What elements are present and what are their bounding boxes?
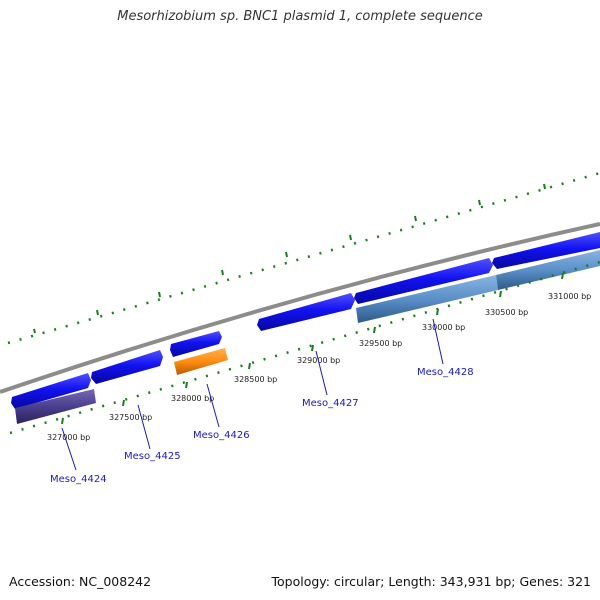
scale-label: 329500 bp [359, 339, 402, 348]
gene-label-meso-4424[interactable]: Meso_4424 [50, 474, 107, 485]
gene-label-meso-4428[interactable]: Meso_4428 [417, 367, 474, 378]
gene-label-meso-4427[interactable]: Meso_4427 [302, 398, 359, 409]
cds-track [11, 232, 600, 409]
scale-major-tick [122, 399, 125, 407]
gene-box-meso-4424[interactable] [15, 389, 96, 424]
scale-major-tick [248, 362, 251, 370]
scale-label: 330000 bp [422, 323, 465, 332]
callout-line [432, 318, 444, 365]
upper-major-tick [33, 328, 36, 334]
upper-major-tick [349, 234, 352, 241]
cds-arrow [11, 373, 91, 409]
scale-major-tick [436, 308, 439, 316]
scale-label: 331000 bp [548, 292, 591, 301]
cds-arrow [257, 293, 355, 331]
scale-major-tick [499, 290, 502, 298]
callout-line [137, 404, 151, 450]
upper-major-tick [158, 291, 161, 298]
upper-major-tick [96, 309, 99, 316]
backbone-line [0, 222, 600, 394]
scale-track [9, 260, 600, 435]
gene-label-meso-4426[interactable]: Meso_4426 [193, 430, 250, 441]
cds-arrow [492, 232, 600, 269]
cds-arrow [91, 350, 163, 384]
gene-labels: Meso_4424 Meso_4425 Meso_4426 Meso_4427 … [50, 367, 474, 485]
gene-label-meso-4425[interactable]: Meso_4425 [124, 451, 181, 462]
callout-line [61, 427, 77, 471]
upper-major-tick [221, 269, 224, 276]
gene-box-next[interactable] [496, 250, 600, 290]
upper-tick-track [7, 171, 600, 345]
scale-major-tick [373, 326, 376, 334]
map-title: Mesorhizobium sp. BNC1 plasmid 1, comple… [117, 9, 483, 24]
callout-line [315, 350, 328, 396]
upper-major-tick [414, 215, 417, 222]
gene-box-meso-4426[interactable] [174, 348, 228, 375]
upper-major-tick [285, 251, 288, 258]
accession-text: Accession: NC_008242 [9, 574, 152, 589]
upper-major-tick [543, 183, 546, 190]
gene-box-meso-4428[interactable] [356, 275, 498, 323]
gene-track [15, 250, 600, 424]
scale-major-tick [311, 344, 314, 352]
scale-label: 328500 bp [234, 375, 277, 384]
upper-major-tick [478, 199, 481, 206]
topology-summary-text: Topology: circular; Length: 343,931 bp; … [271, 574, 592, 589]
callout-line [206, 383, 220, 428]
scale-label: 330500 bp [485, 308, 528, 317]
scale-major-tick [185, 381, 188, 389]
scale-label: 327000 bp [47, 433, 90, 442]
gene-callouts [61, 318, 444, 471]
scale-label: 328000 bp [171, 394, 214, 403]
scale-label: 327500 bp [109, 413, 152, 422]
scale-major-tick [561, 272, 564, 280]
cds-arrow [354, 258, 493, 304]
cds-arrow [170, 331, 222, 357]
scale-major-tick [61, 417, 64, 425]
